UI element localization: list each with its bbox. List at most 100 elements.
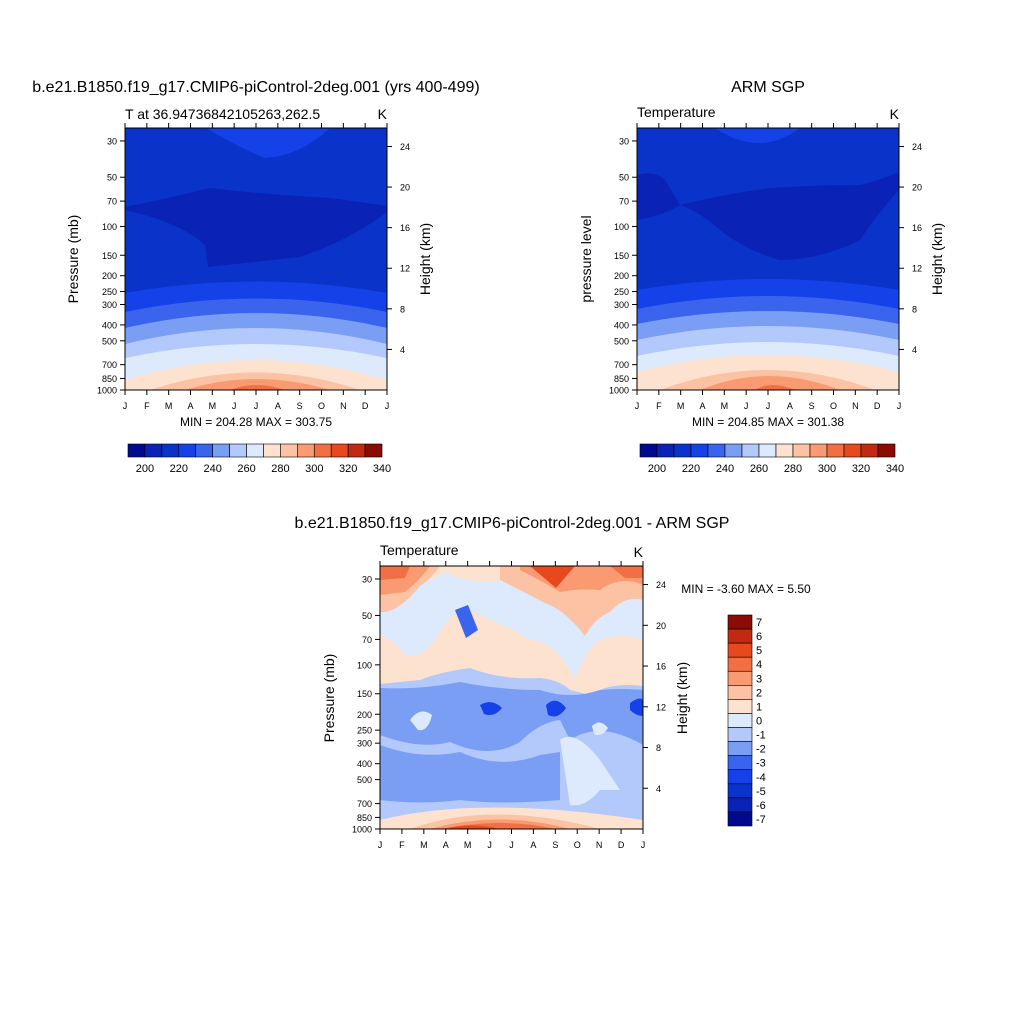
colorbar-label: 260	[237, 463, 255, 475]
diff-pressure-tick-label: 1000	[352, 825, 372, 835]
model-min-max: MIN = 204.28 MAX = 303.75	[180, 415, 332, 429]
colorbar-swatch	[229, 443, 247, 458]
colorbar-label: -2	[756, 744, 766, 756]
obs-height-tick-label: 4	[912, 345, 917, 355]
obs-pressure-tick-label: 100	[614, 222, 629, 232]
colorbar-swatch	[690, 443, 709, 458]
model-month-label: A	[275, 401, 281, 411]
model-pressure-tick-label: 250	[102, 287, 117, 297]
obs-month-label: F	[656, 401, 662, 411]
colorbar-label: 340	[373, 463, 391, 475]
diff-pressure-tick-label: 500	[357, 775, 372, 785]
colorbar-swatch	[792, 443, 811, 458]
model-height-tick-label: 24	[400, 142, 410, 152]
colorbar-label: -5	[756, 786, 766, 798]
obs-pressure-tick-label: 50	[619, 173, 629, 183]
obs-month-label: S	[809, 401, 815, 411]
diff-band-minus4-a	[480, 702, 502, 716]
diff-band-plus3-left	[380, 566, 410, 580]
diff-month-label: A	[443, 840, 449, 850]
obs-pressure-tick-label: 400	[614, 320, 629, 330]
diff-month-label: D	[618, 840, 625, 850]
model-units-label: K	[378, 106, 388, 122]
obs-month-label: A	[787, 401, 793, 411]
colorbar-label: 280	[271, 463, 289, 475]
colorbar-swatch	[707, 443, 726, 458]
colorbar-swatch	[347, 443, 366, 458]
diff-pressure-tick-label: 50	[362, 611, 372, 621]
obs-band-upper	[715, 128, 800, 143]
diff-pressure-tick-label: 250	[357, 726, 372, 736]
colorbar-swatch	[758, 443, 777, 458]
colorbar-swatch	[263, 443, 281, 458]
colorbar-swatch	[727, 670, 753, 686]
colorbar-label: 240	[716, 463, 734, 475]
diff-contour-field	[380, 566, 643, 829]
model-y2-axis-label: Height (km)	[417, 223, 433, 295]
obs-band-310	[700, 376, 840, 390]
colorbar-swatch	[860, 443, 879, 458]
model-left-label: T at 36.94736842105263,262.5	[125, 106, 320, 122]
colorbar-swatch	[724, 443, 743, 458]
colorbar-swatch	[313, 443, 332, 458]
colorbar-swatch	[877, 443, 896, 458]
diff-y-axis-label: Pressure (mb)	[321, 654, 337, 743]
diff-band-minus3-upper	[455, 605, 478, 638]
model-month-label: J	[385, 401, 390, 411]
obs-height-tick-label: 24	[912, 142, 922, 152]
colorbar-swatch	[727, 614, 753, 630]
obs-pressure-tick-label: 1000	[609, 386, 629, 396]
colorbar-label: 3	[756, 673, 762, 685]
model-month-label: J	[232, 401, 237, 411]
diff-month-label: M	[420, 840, 428, 850]
model-colorbar: 200 220 240 260 280 300 320 340	[127, 443, 391, 475]
colorbar-swatch	[727, 727, 753, 742]
obs-height-tick-label: 16	[912, 223, 922, 233]
colorbar-swatch	[775, 443, 794, 458]
model-month-label: M	[165, 401, 173, 411]
colorbar-swatch	[178, 443, 197, 458]
diff-pressure-tick-label: 30	[362, 574, 372, 584]
colorbar-swatch	[656, 443, 675, 458]
obs-units-label: K	[890, 106, 900, 122]
diff-pressure-tick-label: 400	[357, 759, 372, 769]
obs-pressure-tick-label: 700	[614, 360, 629, 370]
colorbar-swatch	[727, 699, 753, 714]
model-title: b.e21.B1850.f19_g17.CMIP6-piControl-2deg…	[32, 79, 479, 96]
model-pressure-tick-label: 150	[102, 251, 117, 261]
colorbar-swatch	[673, 443, 692, 458]
model-pressure-tick-label: 70	[107, 197, 117, 207]
diff-band-plus4	[530, 566, 575, 588]
colorbar-swatch	[212, 443, 230, 458]
colorbar-label: 0	[756, 716, 762, 728]
model-contour-field	[125, 128, 387, 390]
colorbar-label: -4	[756, 772, 766, 784]
obs-panel: ARM SGP Temperature K 30 50 70 100 150 200 250…	[578, 79, 945, 475]
colorbar-swatch	[144, 443, 163, 458]
colorbar-swatch	[127, 443, 146, 458]
colorbar-label: 240	[203, 463, 221, 475]
colorbar-label: -1	[756, 730, 766, 742]
diff-month-label: J	[641, 840, 646, 850]
diff-band-minus2-lower	[380, 745, 560, 803]
diff-pressure-tick-label: 200	[357, 710, 372, 720]
model-pressure-tick-label: 850	[102, 374, 117, 384]
diff-height-tick-label: 20	[656, 621, 666, 631]
colorbar-swatch	[727, 811, 753, 827]
diff-pressure-tick-label: 300	[357, 739, 372, 749]
obs-pressure-tick-label: 850	[614, 374, 629, 384]
model-pressure-tick-label: 50	[107, 173, 117, 183]
colorbar-label: 300	[818, 463, 836, 475]
colorbar-swatch	[364, 443, 383, 458]
colorbar-label: 220	[682, 463, 700, 475]
obs-month-label: A	[699, 401, 705, 411]
model-month-label: J	[254, 401, 259, 411]
colorbar-swatch	[727, 783, 753, 799]
colorbar-label: 300	[305, 463, 323, 475]
colorbar-swatch	[727, 769, 753, 785]
obs-pressure-tick-label: 500	[614, 336, 629, 346]
model-height-tick-label: 12	[400, 264, 410, 274]
obs-height-tick-label: 8	[912, 304, 917, 314]
colorbar-label: 340	[886, 463, 904, 475]
